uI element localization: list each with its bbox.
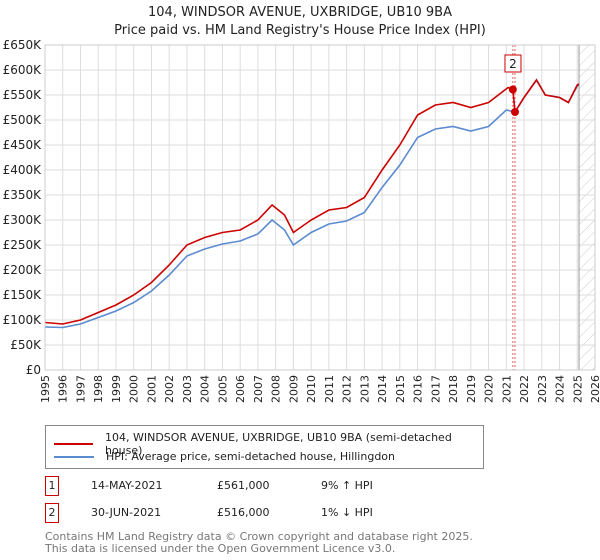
transaction-hpi: 1% ↓ HPI: [321, 506, 373, 519]
y-tick-label: £100K: [3, 313, 43, 327]
x-tick-label: 2014: [376, 375, 389, 403]
transaction-badge: 1: [45, 476, 59, 496]
x-tick-label: 1997: [74, 375, 87, 403]
sale-point: [508, 85, 517, 94]
y-tick-label: £0: [26, 363, 41, 377]
x-tick-label: 2019: [465, 375, 478, 403]
x-tick-label: 2022: [518, 375, 531, 403]
x-tick-label: 2005: [216, 375, 229, 403]
x-tick-label: 1996: [57, 375, 70, 403]
legend-item-property: 104, WINDSOR AVENUE, UXBRIDGE, UB10 9BA …: [54, 431, 483, 457]
transaction-hpi: 9% ↑ HPI: [321, 479, 373, 492]
y-tick-label: £450K: [3, 138, 43, 152]
x-tick-label: 2017: [429, 375, 442, 403]
x-tick-label: 2025: [571, 375, 584, 403]
x-tick-label: 2021: [500, 375, 513, 403]
transaction-price: £516,000: [217, 506, 270, 519]
legend-item-hpi: HPI: Average price, semi-detached house,…: [54, 450, 395, 463]
sale-point: [510, 108, 519, 116]
legend-label: 104, WINDSOR AVENUE, UXBRIDGE, UB10 9BA …: [104, 431, 452, 457]
x-tick-label: 2001: [145, 375, 158, 403]
x-tick-label: 2010: [305, 375, 318, 403]
x-tick-label: 2011: [323, 375, 336, 403]
plot-frame: [44, 44, 596, 371]
transaction-price: £561,000: [217, 479, 270, 492]
x-tick-label: 2012: [341, 375, 354, 403]
y-tick-label: £650K: [3, 38, 43, 52]
x-tick-label: 2000: [128, 375, 141, 403]
y-tick-label: £500K: [3, 113, 43, 127]
x-tick-label: 2013: [358, 375, 371, 403]
x-tick-label: 2026: [589, 375, 600, 403]
y-tick-label: £50K: [10, 338, 42, 352]
legend: 104, WINDSOR AVENUE, UXBRIDGE, UB10 9BA …: [45, 425, 484, 469]
y-tick-label: £300K: [3, 213, 43, 227]
y-tick-label: £200K: [3, 263, 43, 277]
x-tick-label: 2003: [181, 375, 194, 403]
legend-label: HPI: Average price, semi-detached house,…: [106, 450, 395, 463]
title-line: 104, WINDSOR AVENUE, UXBRIDGE, UB10 9BA: [148, 5, 452, 20]
legend-swatch: [54, 443, 93, 445]
transaction-row: 2 30-JUN-2021 £516,000 1% ↓ HPI: [45, 503, 495, 523]
chart-title: 104, WINDSOR AVENUE, UXBRIDGE, UB10 9BA …: [0, 4, 600, 40]
x-tick-label: 1998: [92, 375, 105, 403]
x-tick-label: 2020: [483, 375, 496, 403]
footer: Contains HM Land Registry data © Crown c…: [45, 531, 473, 555]
x-tick-label: 2023: [536, 375, 549, 403]
y-tick-label: £250K: [3, 238, 43, 252]
price-chart: 1995 1996 1997 1998 1999 2000 2001 2002 2003 2004…: [3, 38, 600, 403]
x-tick-label: 2002: [163, 375, 176, 403]
x-tick-label: 2016: [412, 375, 425, 403]
x-tick-label: 2018: [447, 375, 460, 403]
sale-label-box: [504, 54, 522, 73]
x-tick-label: 2007: [252, 375, 265, 403]
footer-line: This data is licensed under the Open Gov…: [45, 542, 396, 555]
hpi-series-line: [44, 78, 580, 329]
y-tick-label: £600K: [3, 63, 43, 77]
legend-swatch: [54, 455, 94, 458]
x-tick-label: 1999: [110, 375, 123, 403]
x-tick-label: 2004: [199, 375, 212, 403]
footer-line: Contains HM Land Registry data © Crown c…: [45, 530, 473, 543]
subtitle-line: Price paid vs. HM Land Registry's House …: [114, 23, 486, 38]
transaction-date: 14-MAY-2021: [91, 479, 163, 492]
x-tick-label: 2009: [287, 375, 300, 403]
sale-label: 2: [509, 57, 517, 71]
x-tick-label: 2006: [234, 375, 247, 403]
x-tick-label: 1995: [39, 375, 52, 403]
y-tick-label: £350K: [3, 188, 43, 202]
transaction-date: 30-JUN-2021: [91, 506, 162, 519]
y-tick-label: £150K: [3, 288, 43, 302]
property-series-line: [44, 78, 580, 325]
x-tick-label: 2024: [554, 375, 567, 403]
transaction-row: 1 14-MAY-2021 £561,000 9% ↑ HPI: [45, 476, 495, 496]
projection-hatch: [579, 45, 595, 370]
transaction-badge: 2: [45, 503, 59, 523]
y-tick-label: £550K: [3, 88, 43, 102]
y-tick-label: £400K: [3, 163, 43, 177]
x-tick-label: 2015: [394, 375, 407, 403]
x-tick-label: 2008: [270, 375, 283, 403]
